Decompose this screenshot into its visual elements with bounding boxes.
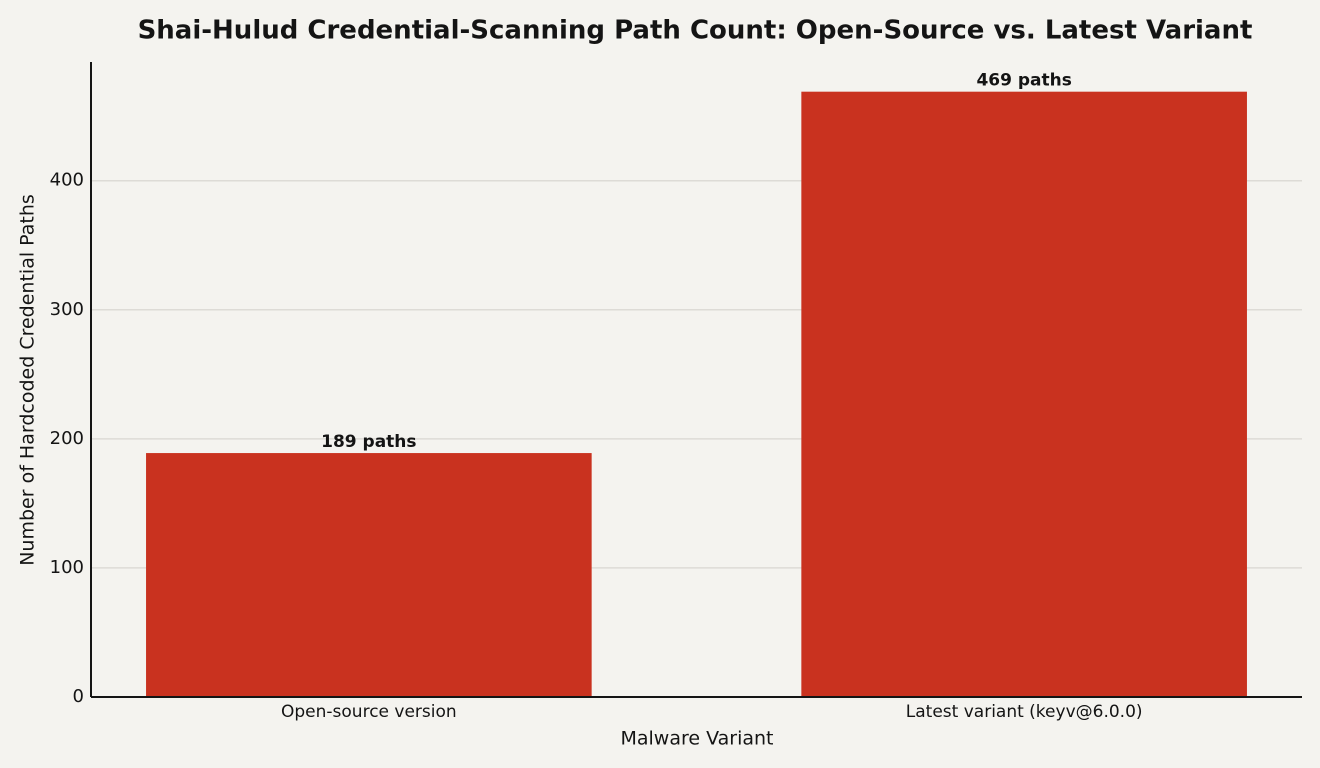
y-axis-label: Number of Hardcoded Credential Paths [17,194,39,566]
bar [801,91,1247,698]
y-tick-label: 0 [73,686,84,707]
chart-title: Shai-Hulud Credential-Scanning Path Coun… [138,16,1253,46]
y-tick-label: 200 [50,428,84,449]
y-tick-label: 400 [50,170,84,191]
x-tick-label: Latest variant (keyv@6.0.0) [906,702,1143,722]
x-axis-label: Malware Variant [620,728,773,750]
y-tick-label: 100 [50,557,84,578]
value-label: 189 paths [321,432,416,452]
x-tick-label: Open-source version [281,702,457,722]
value-label: 469 paths [976,71,1071,91]
bar [146,453,592,697]
y-tick-label: 300 [50,299,84,320]
